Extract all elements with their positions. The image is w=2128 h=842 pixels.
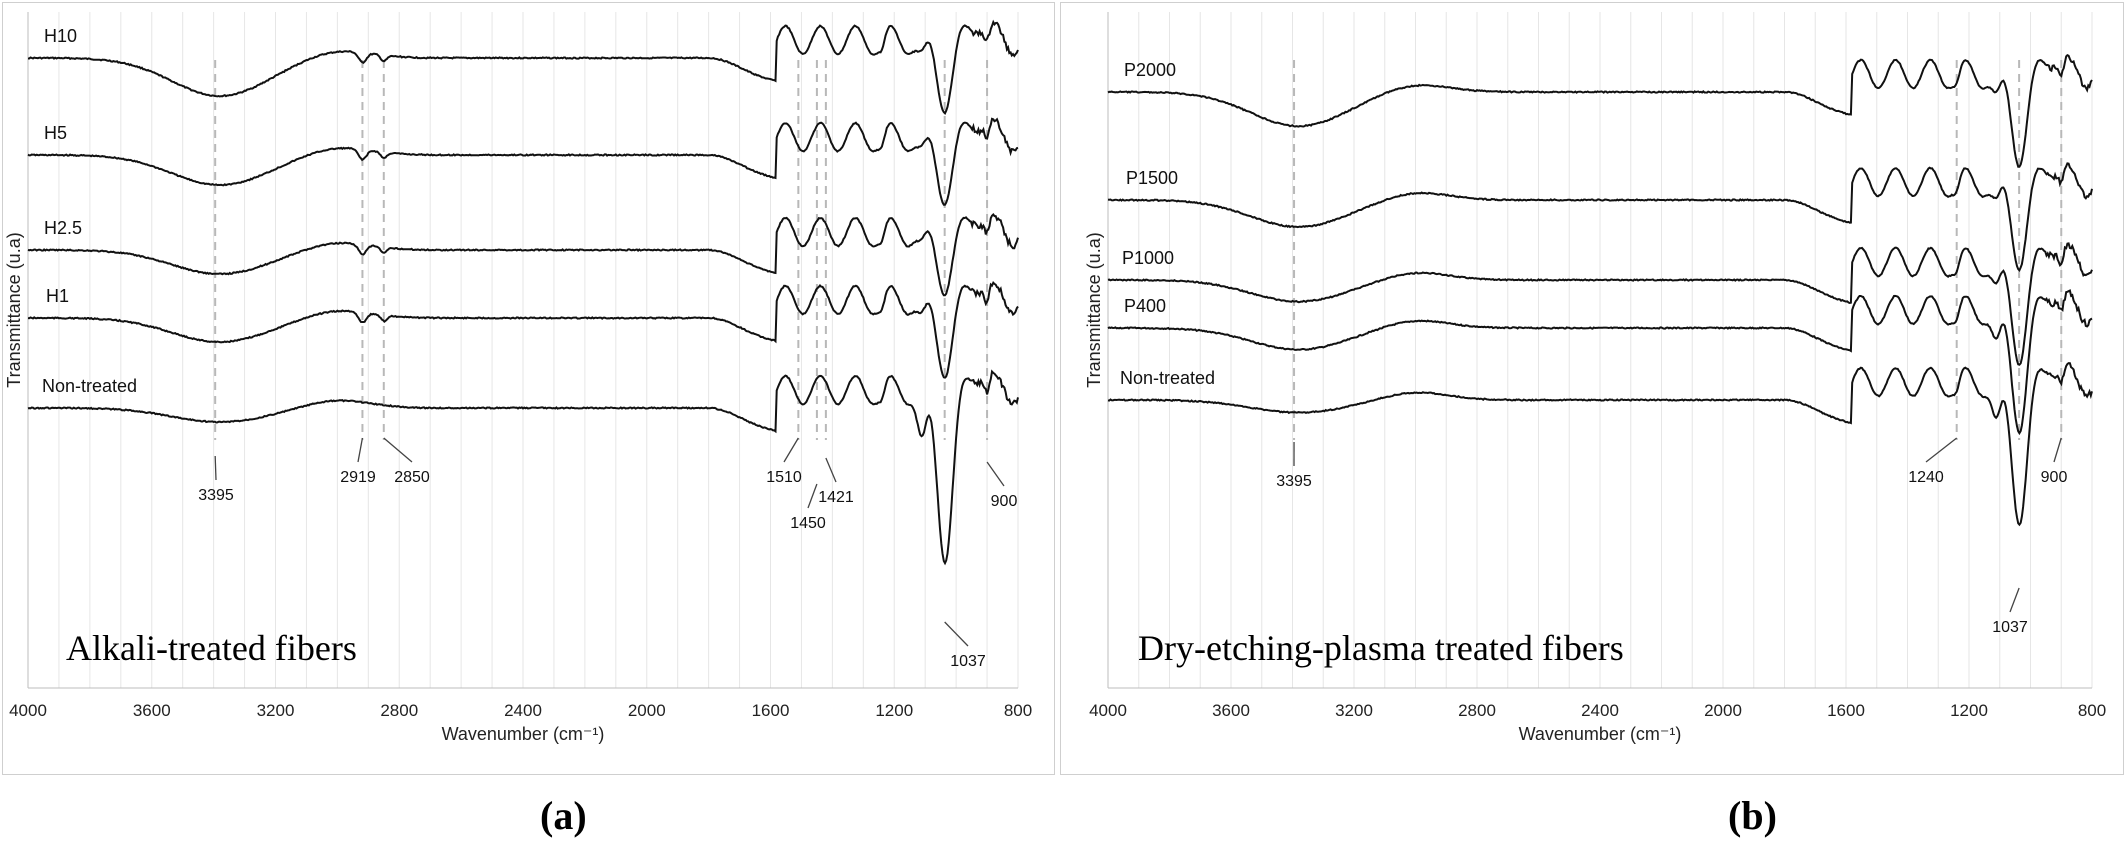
series-label: H5 [44,123,67,143]
peak-label: 2919 [340,469,376,486]
peak-label: 1510 [766,469,802,486]
chart-panel-a: 4000 3600 3200 2800 2400 2000 1600 1200 800 Waven… [4,12,1032,744]
x-tick-label: 4000 [9,701,47,720]
series-line-p1000 [1107,242,2093,366]
x-tick-label: 4000 [1089,701,1127,720]
peak-leader-line [807,483,818,509]
peak-leader-line [357,437,364,463]
series-label: H1 [46,286,69,306]
x-tick-label: 2000 [628,701,666,720]
series-line-p2000 [1107,54,2093,168]
peak-leader-line [2009,587,2020,613]
peak-label: 900 [991,493,1018,510]
x-tick-label: 2800 [1458,701,1496,720]
x-tick-label: 2400 [504,701,542,720]
peak-label: 3395 [198,487,234,504]
x-tick-label: 800 [2078,701,2106,720]
series-line-h2-5 [27,213,1019,297]
x-tick-label: 3200 [257,701,295,720]
series-label: Non-treated [1120,368,1215,388]
series-label: P1500 [1126,168,1178,188]
x-tick-label: 1200 [875,701,913,720]
series-line-p400 [1107,289,2093,436]
peak-label: 2850 [394,469,430,486]
x-tick-label: 2400 [1581,701,1619,720]
chart-title: Dry-etching-plasma treated fibers [1138,628,1624,668]
series-line-p1500 [1107,162,2093,273]
peak-leader-line [783,437,799,463]
x-axis-title: Wavenumber (cm⁻¹) [1519,724,1682,744]
peak-leader-line [383,437,413,463]
peak-leader-line [986,461,1005,487]
peak-leader-line [944,621,969,647]
series-label: P1000 [1122,248,1174,268]
peak-label: 1450 [790,515,826,532]
x-tick-label: 2000 [1704,701,1742,720]
series-line-h5 [27,117,1019,206]
panel-b-frame [1060,2,2124,775]
series-label: H10 [44,26,77,46]
peak-leader-line [1925,437,1958,463]
peak-label: 1037 [950,653,986,670]
series-label: P400 [1124,296,1166,316]
panel-label-b: (b) [1728,793,1777,838]
series-line-non-treated [1107,362,2093,527]
peak-label: 900 [2041,469,2068,486]
x-tick-label: 2800 [380,701,418,720]
y-axis-title: Transmittance (u.a) [1084,232,1104,387]
chart-panel-b: 4000 3600 3200 2800 2400 2000 1600 1200 800 Waven… [1084,12,2106,744]
peak-label: 3395 [1276,473,1312,490]
x-tick-label: 1600 [752,701,790,720]
series-label: H2.5 [44,218,82,238]
panel-label-a: (a) [540,793,587,838]
chart-title: Alkali-treated fibers [66,628,357,668]
series-line-h1 [27,280,1019,379]
x-tick-label: 3600 [1212,701,1250,720]
series-line-h10 [28,19,1019,116]
peak-leader-line [214,455,217,481]
x-tick-label: 1200 [1950,701,1988,720]
series-label: Non-treated [42,376,137,396]
peak-label: 1421 [818,489,854,506]
series-label: P2000 [1124,60,1176,80]
peak-leader-line [825,457,837,483]
x-tick-label: 3200 [1335,701,1373,720]
peak-label: 1240 [1908,469,1944,486]
series-line-non-treated [27,369,1019,566]
y-axis-title: Transmittance (u.a) [4,232,24,387]
peak-leader-line [2053,437,2062,463]
x-axis-title: Wavenumber (cm⁻¹) [442,724,605,744]
x-tick-label: 800 [1004,701,1032,720]
peak-label: 1037 [1992,619,2028,636]
x-tick-label: 3600 [133,701,171,720]
x-tick-label: 1600 [1827,701,1865,720]
panel-a-frame [2,2,1055,775]
